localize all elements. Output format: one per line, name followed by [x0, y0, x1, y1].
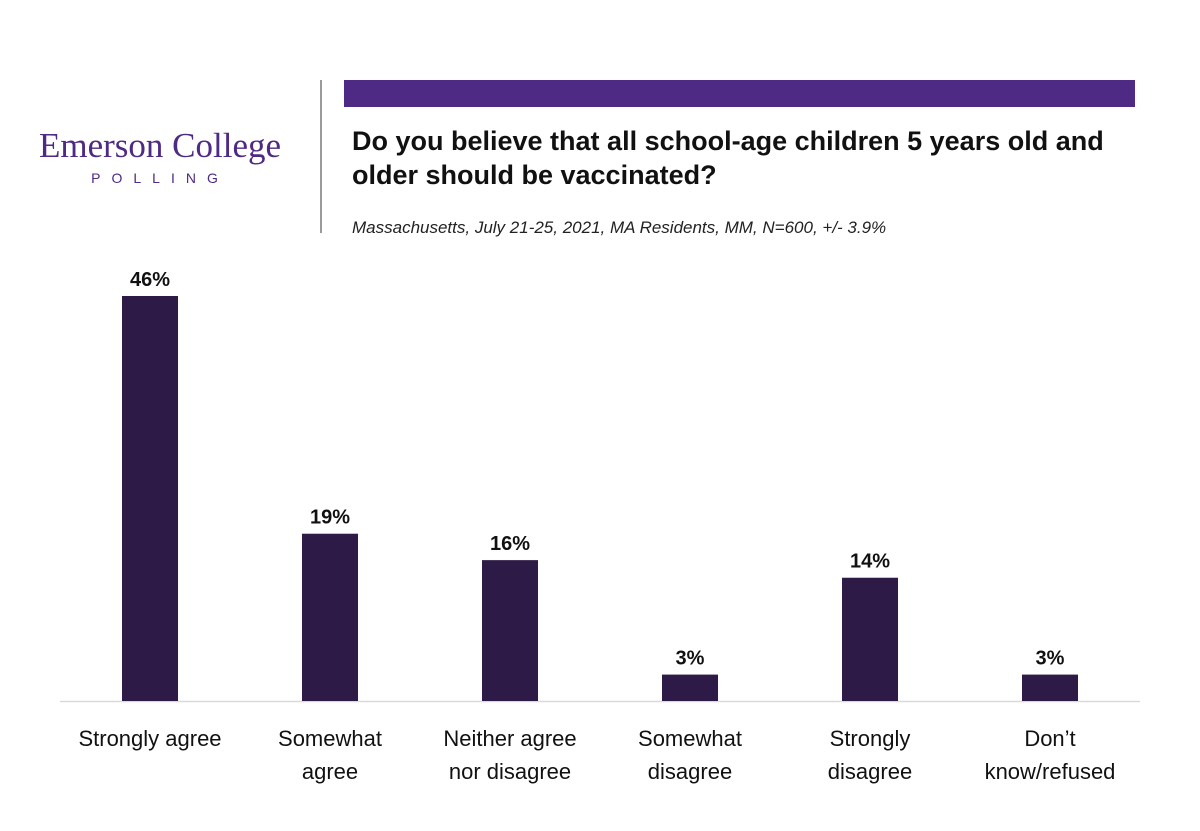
value-label-somewhat-agree: 19% [310, 507, 350, 529]
value-label-don-t-know-refused: 3% [1036, 648, 1065, 670]
bar-neither-agree-nor-disagree [482, 560, 538, 701]
bar-strongly-disagree [842, 578, 898, 701]
category-label-somewhat-agree: Somewhatagree [278, 726, 382, 784]
value-label-neither-agree-nor-disagree: 16% [490, 533, 530, 555]
value-label-strongly-agree: 46% [130, 269, 170, 291]
value-label-strongly-disagree: 14% [850, 551, 890, 573]
category-label-somewhat-disagree: Somewhatdisagree [638, 726, 742, 784]
bar-strongly-agree [122, 296, 178, 701]
value-label-somewhat-disagree: 3% [676, 648, 705, 670]
bar-chart: 46% Strongly agree 19% Somewhatagree 16% Neit… [0, 0, 1200, 831]
bar-somewhat-agree [302, 534, 358, 701]
category-label-don-t-know-refused: Don’tknow/refused [985, 726, 1116, 784]
category-label-neither-agree-nor-disagree: Neither agreenor disagree [443, 726, 576, 784]
category-label-strongly-agree: Strongly agree [78, 726, 221, 751]
category-label-strongly-disagree: Stronglydisagree [828, 726, 912, 784]
bar-don-t-know-refused [1022, 675, 1078, 701]
bar-somewhat-disagree [662, 675, 718, 701]
